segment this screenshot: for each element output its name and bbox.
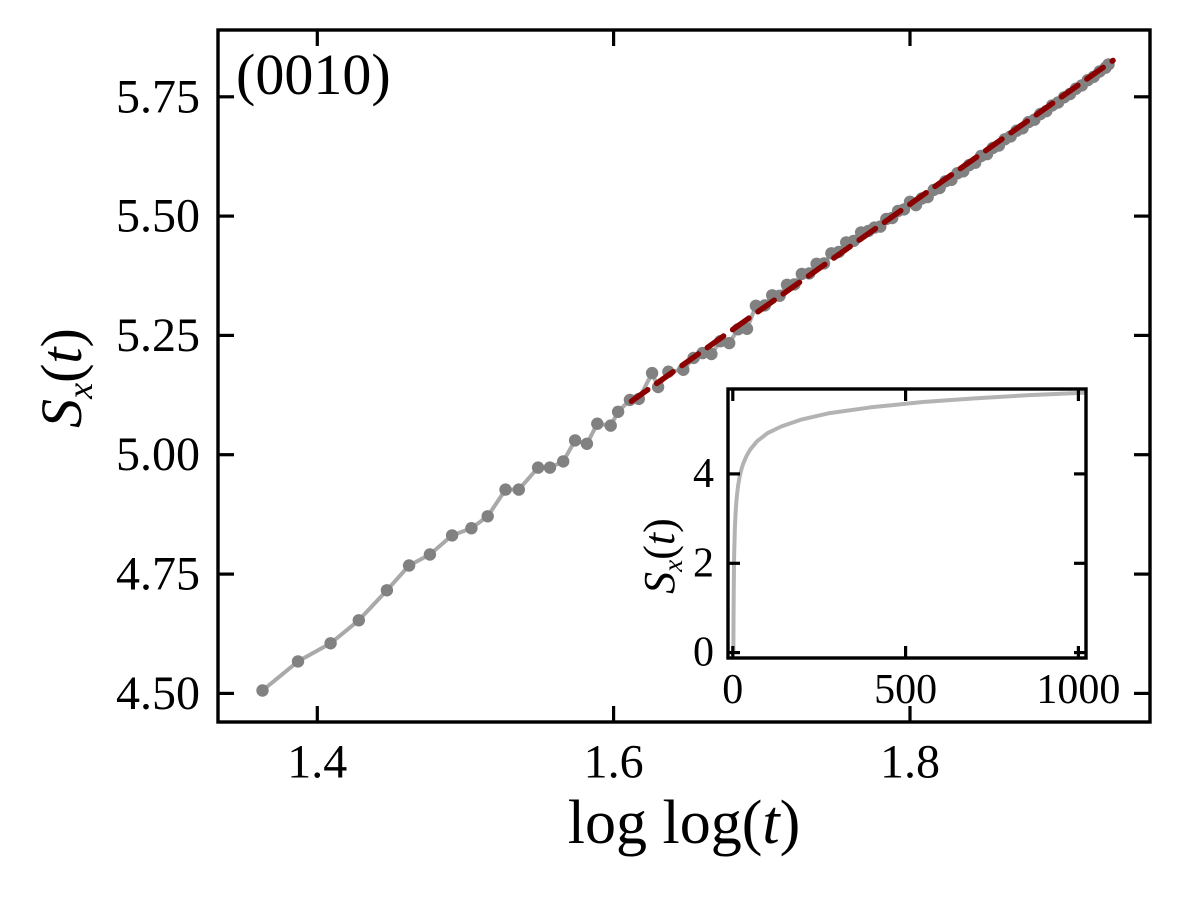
inset-ylabel-subscript: x [658,559,689,572]
data-point [499,483,512,496]
ylabel-paren-close: ) [29,328,94,348]
main-ticks [218,30,1150,722]
data-point [557,455,570,468]
inset-x-tick-label: 0 [722,667,743,713]
data-point [611,405,625,418]
ylabel-variable: t [29,347,94,364]
data-point [481,510,494,523]
data-point [580,437,594,450]
inset-x-tick-label: 1000 [1036,667,1120,713]
inset-y-tick-label: 2 [693,540,714,586]
main-linear-fit-line [628,57,1116,405]
data-point [445,529,459,542]
main-x-axis-label: log log(t) [218,792,1150,854]
data-point [291,655,305,668]
panel-annotation: (0010) [236,42,391,107]
inset-y-tick-label: 0 [693,630,714,676]
data-point [324,637,337,650]
main-x-tick-label: 1.6 [584,736,644,789]
data-point [465,522,478,535]
data-point [740,322,754,335]
data-point [423,548,437,561]
inset-ylabel-paren-close: ) [635,518,684,533]
main-y-tick-label: 5.25 [116,309,200,362]
main-y-tick-label: 5.75 [116,70,200,123]
main-x-tick-label: 1.4 [287,736,347,789]
data-point [568,434,582,447]
ylabel-paren-open: ( [29,363,94,383]
xlabel-suffix: ) [779,789,801,857]
data-point [256,684,269,697]
main-spines [216,28,1152,724]
main-y-tick-label: 4.75 [116,548,200,601]
inset-ylabel-variable: t [635,532,684,546]
data-point [531,461,545,474]
ylabel-symbol: S [29,398,94,428]
data-point [402,559,416,572]
data-point [380,584,394,597]
inset-y-axis-label: Sx(t) [635,518,688,594]
main-y-tick-label: 4.50 [116,667,200,720]
main-axes: 1.4 1.6 1.8 4.50 4.75 5.00 5.25 5.50 5.75 [116,28,1152,789]
inset-ticks [728,389,1086,658]
inset-axes: 0 500 1000 0 2 4 [693,387,1120,713]
inset-ylabel-symbol: S [635,571,684,594]
data-point [705,347,718,361]
data-point [512,483,525,496]
data-point [645,366,659,380]
inset-y-tick-label: 4 [693,451,714,497]
inset-entropy-vs-time-line [731,390,1088,653]
data-point [723,336,736,350]
main-y-axis-label: Sx(t) [29,328,100,428]
inset-x-tick-label: 500 [874,667,937,713]
data-point [352,614,365,627]
ylabel-subscript: x [59,382,100,399]
main-x-tick-label: 1.8 [880,736,940,789]
main-y-tick-label: 5.50 [116,190,200,243]
xlabel-prefix: log log( [567,789,763,857]
xlabel-variable: t [762,789,780,857]
data-point [543,461,557,474]
data-point [591,417,604,430]
inset-ylabel-paren-open: ( [635,545,684,560]
main-y-tick-label: 5.00 [116,428,200,481]
main-entropy-vs-loglog-t-markers [256,58,1115,697]
inset-spines [726,387,1088,660]
data-point [604,419,617,432]
